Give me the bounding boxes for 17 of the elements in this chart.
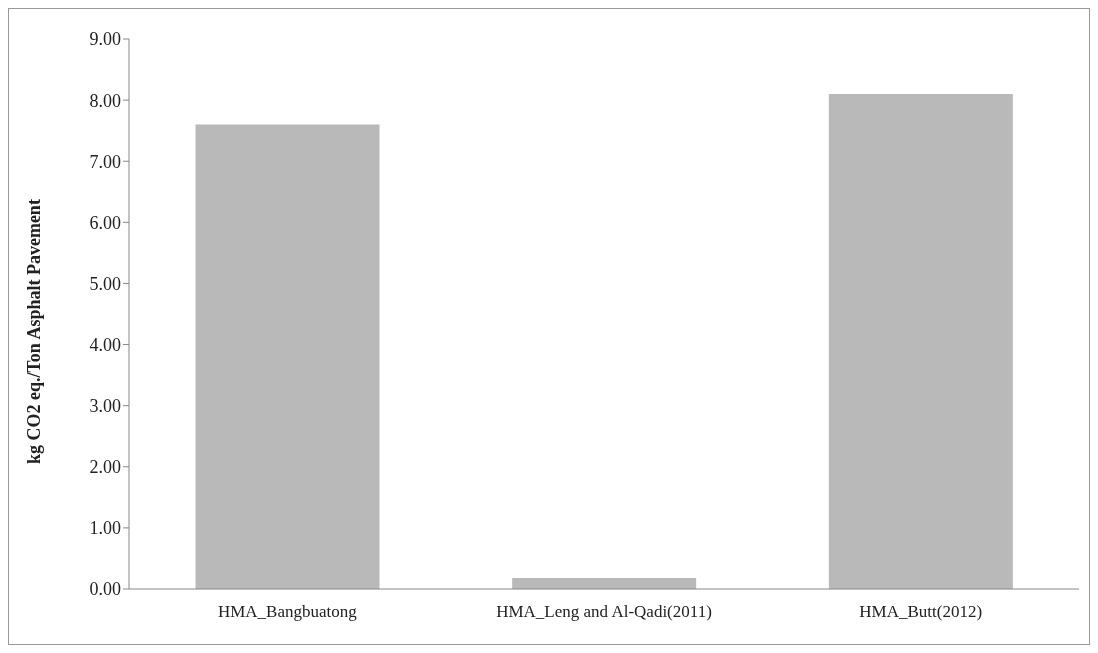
x-tick-label: HMA_Leng and Al-Qadi(2011) [496,602,712,622]
y-tick-label: 8.00 [89,90,121,111]
y-tick-label: 7.00 [89,151,121,172]
y-tick-label: 6.00 [89,212,121,233]
y-tick-label: 0.00 [89,579,121,600]
y-tick-label: 4.00 [89,334,121,355]
x-tick-label: HMA_Bangbuatong [217,602,358,622]
bar [828,94,1013,589]
y-axis-title: kg CO2 eq./Ton Asphalt Pavement [24,199,45,464]
x-tick-label: HMA_Butt(2012) [859,602,983,622]
bar [195,124,380,589]
y-tick-label: 5.00 [89,273,121,294]
y-tick-label: 2.00 [89,457,121,478]
y-tick-label: 9.00 [89,29,121,50]
y-tick-label: 1.00 [89,518,121,539]
bar [512,578,697,589]
y-tick-label: 3.00 [89,396,121,417]
